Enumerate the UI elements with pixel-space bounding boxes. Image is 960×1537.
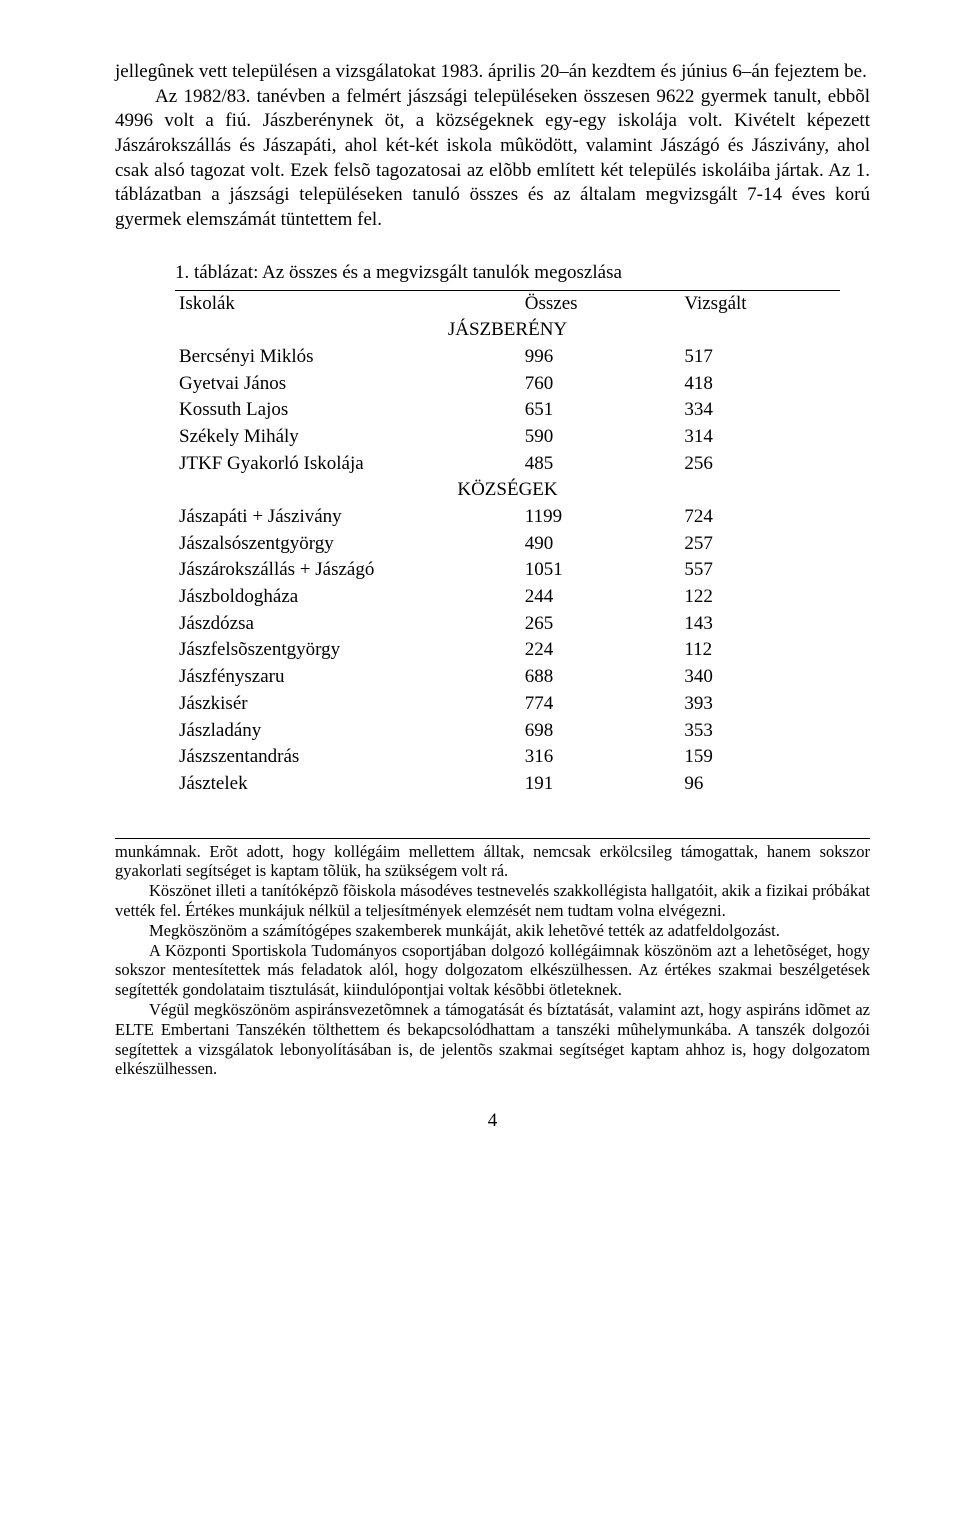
cell-total: 224 xyxy=(521,637,681,664)
table-row: Jászdózsa265143 xyxy=(175,611,840,638)
cell-total: 1199 xyxy=(521,504,681,531)
table-caption: 1. táblázat: Az összes és a megvizsgált … xyxy=(115,261,870,286)
cell-total: 651 xyxy=(521,397,681,424)
header-row: Iskolák Összes Vizsgált xyxy=(175,291,840,318)
cell-examined: 96 xyxy=(680,771,840,798)
cell-school: Jászalsószentgyörgy xyxy=(175,531,521,558)
table-row: Jászárokszállás + Jászágó1051557 xyxy=(175,557,840,584)
table-row: Jászboldogháza244122 xyxy=(175,584,840,611)
table-row: Jászalsószentgyörgy490257 xyxy=(175,531,840,558)
cell-school: Jászszentandrás xyxy=(175,744,521,771)
cell-school: Bercsényi Miklós xyxy=(175,344,521,371)
footnotes-block: munkámnak. Erõt adott, hogy kollégáim me… xyxy=(115,838,870,1080)
col-header-examined: Vizsgált xyxy=(680,291,840,318)
cell-total: 698 xyxy=(521,718,681,745)
table-row: Kossuth Lajos651334 xyxy=(175,397,840,424)
cell-school: JTKF Gyakorló Iskolája xyxy=(175,451,521,478)
cell-examined: 256 xyxy=(680,451,840,478)
cell-examined: 257 xyxy=(680,531,840,558)
cell-total: 688 xyxy=(521,664,681,691)
col-header-schools: Iskolák xyxy=(175,291,521,318)
cell-total: 490 xyxy=(521,531,681,558)
cell-total: 191 xyxy=(521,771,681,798)
cell-school: Kossuth Lajos xyxy=(175,397,521,424)
cell-total: 485 xyxy=(521,451,681,478)
table-row: JTKF Gyakorló Iskolája485256 xyxy=(175,451,840,478)
cell-examined: 724 xyxy=(680,504,840,531)
data-table: Iskolák Összes Vizsgált JÁSZBERÉNY Bercs… xyxy=(175,291,840,798)
table-row: Bercsényi Miklós996517 xyxy=(175,344,840,371)
cell-total: 265 xyxy=(521,611,681,638)
body-paragraph-2: Az 1982/83. tanévben a felmért jászsági … xyxy=(115,85,870,233)
table-row: Jásztelek19196 xyxy=(175,771,840,798)
cell-total: 760 xyxy=(521,371,681,398)
table-row: Gyetvai János760418 xyxy=(175,371,840,398)
cell-examined: 418 xyxy=(680,371,840,398)
cell-examined: 353 xyxy=(680,718,840,745)
cell-total: 316 xyxy=(521,744,681,771)
cell-school: Jászdózsa xyxy=(175,611,521,638)
table-row: Jászladány698353 xyxy=(175,718,840,745)
cell-examined: 393 xyxy=(680,691,840,718)
cell-total: 590 xyxy=(521,424,681,451)
cell-school: Gyetvai János xyxy=(175,371,521,398)
cell-examined: 143 xyxy=(680,611,840,638)
cell-school: Jászboldogháza xyxy=(175,584,521,611)
cell-school: Jászkisér xyxy=(175,691,521,718)
footnote-p2: Köszönet illeti a tanítóképzõ fõiskola m… xyxy=(115,881,870,921)
cell-examined: 517 xyxy=(680,344,840,371)
cell-school: Jászárokszállás + Jászágó xyxy=(175,557,521,584)
cell-school: Jászladány xyxy=(175,718,521,745)
cell-examined: 122 xyxy=(680,584,840,611)
section-label-2: KÖZSÉGEK xyxy=(175,477,840,504)
cell-examined: 159 xyxy=(680,744,840,771)
table-1: Iskolák Összes Vizsgált JÁSZBERÉNY Bercs… xyxy=(175,290,840,798)
col-header-total: Összes xyxy=(521,291,681,318)
cell-school: Jászapáti + Jászivány xyxy=(175,504,521,531)
footnote-p4: A Központi Sportiskola Tudományos csopor… xyxy=(115,941,870,1000)
cell-school: Jászfelsõszentgyörgy xyxy=(175,637,521,664)
table-row: Székely Mihály590314 xyxy=(175,424,840,451)
cell-school: Jászfényszaru xyxy=(175,664,521,691)
footnote-p5: Végül megköszönöm aspiránsvezetõmnek a t… xyxy=(115,1000,870,1079)
footnote-rule xyxy=(115,838,870,839)
cell-examined: 334 xyxy=(680,397,840,424)
cell-examined: 340 xyxy=(680,664,840,691)
footnote-p3: Megköszönöm a számítógépes szakemberek m… xyxy=(115,921,870,941)
section-kozsegek: KÖZSÉGEK xyxy=(175,477,840,504)
footnote-p1: munkámnak. Erõt adott, hogy kollégáim me… xyxy=(115,842,870,882)
table-row: Jászfényszaru688340 xyxy=(175,664,840,691)
table-row: Jászszentandrás316159 xyxy=(175,744,840,771)
table-row: Jászapáti + Jászivány1199724 xyxy=(175,504,840,531)
cell-total: 1051 xyxy=(521,557,681,584)
section-label-1: JÁSZBERÉNY xyxy=(175,317,840,344)
cell-total: 244 xyxy=(521,584,681,611)
cell-school: Jásztelek xyxy=(175,771,521,798)
cell-total: 774 xyxy=(521,691,681,718)
table-row: Jászfelsõszentgyörgy224112 xyxy=(175,637,840,664)
page-number: 4 xyxy=(115,1109,870,1134)
cell-total: 996 xyxy=(521,344,681,371)
body-paragraph-1: jellegûnek vett településen a vizsgálato… xyxy=(115,60,870,85)
cell-examined: 557 xyxy=(680,557,840,584)
cell-examined: 112 xyxy=(680,637,840,664)
cell-school: Székely Mihály xyxy=(175,424,521,451)
section-jaszbereny: JÁSZBERÉNY xyxy=(175,317,840,344)
table-row: Jászkisér774393 xyxy=(175,691,840,718)
cell-examined: 314 xyxy=(680,424,840,451)
